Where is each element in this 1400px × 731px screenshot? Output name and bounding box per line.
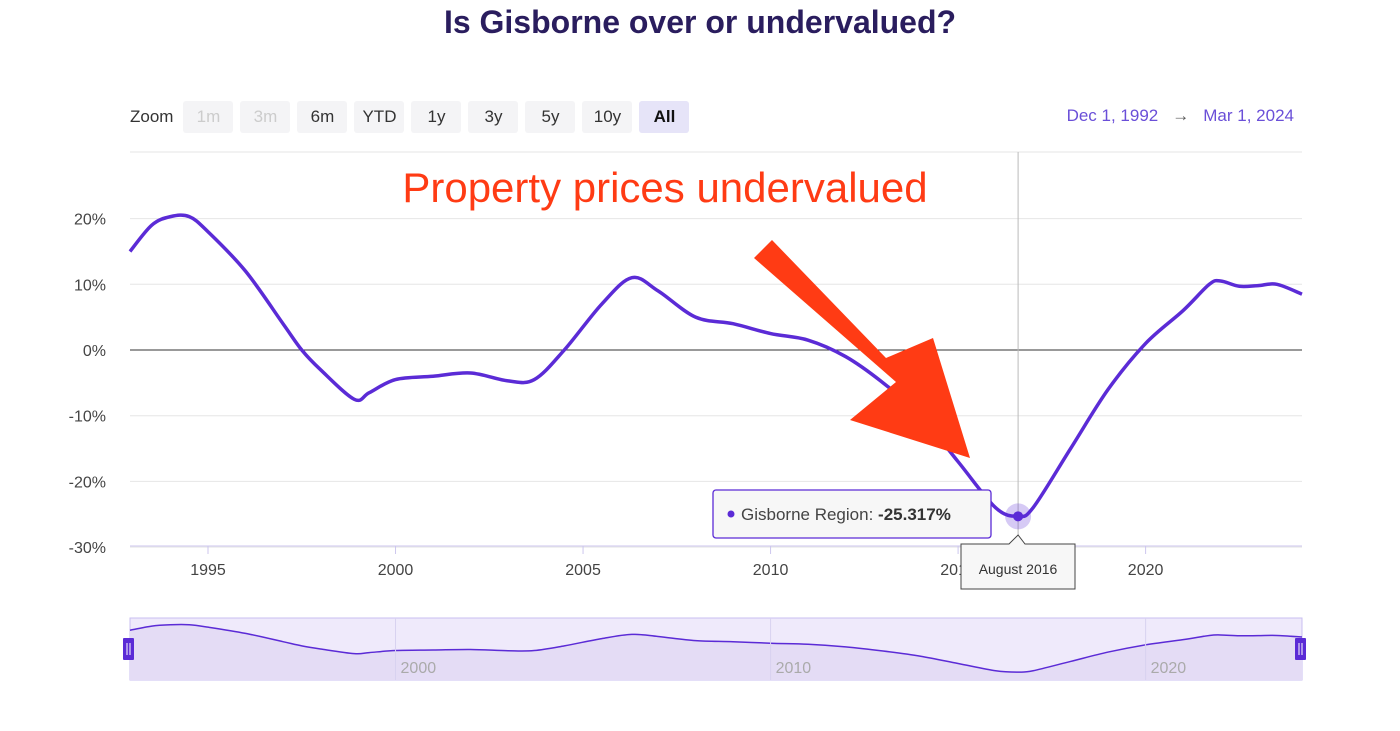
- series-line-gisborne-region: [128, 213, 1303, 519]
- zoom-button-all[interactable]: All: [639, 101, 690, 133]
- chart-title: Is Gisborne over or undervalued?: [443, 4, 957, 40]
- date-range: Dec 1, 1992 → Mar 1, 2024: [1067, 106, 1294, 126]
- zoom-button-10y[interactable]: 10y: [582, 101, 633, 133]
- zoom-button-6m[interactable]: 6m: [297, 101, 348, 133]
- series-marker: [727, 510, 735, 518]
- y-tick-label: -30%: [69, 540, 106, 557]
- zoom-button-1m: 1m: [183, 101, 234, 133]
- y-tick-label: -20%: [69, 474, 106, 491]
- arrow-icon: [754, 240, 970, 458]
- tooltip-value: -25.317%: [878, 505, 951, 524]
- annotation-text: Property prices undervalued: [402, 164, 927, 211]
- navigator-area: [130, 624, 1302, 680]
- x-tick-label: 2010: [753, 562, 789, 579]
- y-tick-label: -10%: [69, 409, 106, 426]
- zoom-button-3m: 3m: [240, 101, 291, 133]
- tooltip-date: August 2016: [979, 561, 1058, 577]
- y-tick-label: 20%: [74, 212, 106, 229]
- tooltip: Gisborne Region: -25.317%: [712, 489, 992, 539]
- zoom-button-3y[interactable]: 3y: [468, 101, 519, 133]
- navigator-line: [129, 623, 1303, 673]
- zoom-label: Zoom: [130, 107, 174, 126]
- tooltip-series: Gisborne Region: -25.317%: [741, 505, 951, 524]
- zoom-bar: Zoom 1m 3m 6m YTD 1y 3y 5y 10y All: [130, 101, 690, 133]
- x-tick-label: 1995: [190, 562, 226, 579]
- range-from[interactable]: Dec 1, 1992: [1066, 106, 1159, 125]
- zoom-button-1y[interactable]: 1y: [411, 101, 462, 133]
- x-tick-label: 2000: [378, 562, 414, 579]
- navigator-tick-label: 2010: [776, 660, 812, 677]
- highlight-point[interactable]: [1013, 511, 1024, 522]
- navigator-handle-right[interactable]: [1295, 638, 1306, 660]
- navigator-tick-label: 2020: [1151, 660, 1187, 677]
- zoom-button-ytd[interactable]: YTD: [354, 101, 405, 133]
- zoom-button-5y[interactable]: 5y: [525, 101, 576, 133]
- x-tick-label: 2020: [1128, 562, 1164, 579]
- navigator-tick-label: 2000: [401, 660, 437, 677]
- navigator-handle-left[interactable]: [123, 638, 134, 660]
- date-tooltip: August 2016: [960, 534, 1076, 590]
- x-tick-label: 2005: [565, 562, 601, 579]
- y-tick-label: 10%: [74, 277, 106, 294]
- range-to[interactable]: Mar 1, 2024: [1203, 106, 1294, 125]
- range-arrow: →: [1172, 106, 1190, 125]
- y-tick-label: 0%: [83, 343, 106, 360]
